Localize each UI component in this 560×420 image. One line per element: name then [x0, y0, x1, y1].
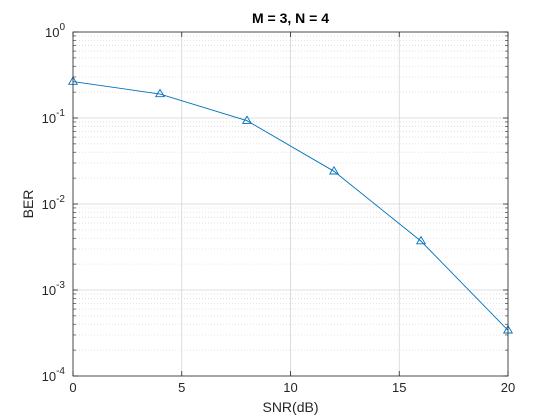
y-tick-base: 10 — [42, 283, 56, 298]
data-point-marker — [154, 88, 166, 98]
x-tick-labels: 0 5 10 15 20 — [69, 380, 515, 395]
y-tick-exponent: -4 — [56, 366, 65, 377]
grid — [72, 31, 509, 377]
x-tick-label: 15 — [392, 380, 406, 395]
x-axis-label: SNR(dB) — [262, 399, 318, 415]
y-tick-base: 10 — [42, 197, 56, 212]
y-tick-exponent: -2 — [56, 194, 65, 205]
x-tick-label: 20 — [501, 380, 515, 395]
ticks — [72, 31, 509, 377]
data-point-marker — [241, 115, 253, 124]
y-tick-label: 10-4 — [42, 366, 66, 384]
y-tick-exponent: -1 — [56, 108, 65, 119]
y-tick-label: 10-3 — [42, 280, 66, 298]
y-tick-base: 10 — [42, 111, 56, 126]
data-point-marker — [415, 235, 427, 245]
y-axis-label: BER — [20, 190, 36, 219]
y-tick-base: 10 — [42, 369, 56, 384]
x-tick-label: 0 — [69, 380, 76, 395]
y-tick-exponent: -3 — [56, 280, 65, 291]
y-tick-label: 10-1 — [42, 108, 66, 126]
x-tick-label: 10 — [283, 380, 297, 395]
y-tick-label: 100 — [45, 22, 65, 40]
y-tick-label: 10-2 — [42, 194, 66, 212]
series-group — [67, 76, 514, 334]
data-point-marker — [328, 165, 340, 175]
y-tick-exponent: 0 — [59, 22, 65, 33]
x-tick-label: 5 — [178, 380, 185, 395]
chart-title: M = 3, N = 4 — [252, 10, 329, 26]
series-line — [72, 81, 509, 331]
y-tick-base: 10 — [45, 25, 59, 40]
